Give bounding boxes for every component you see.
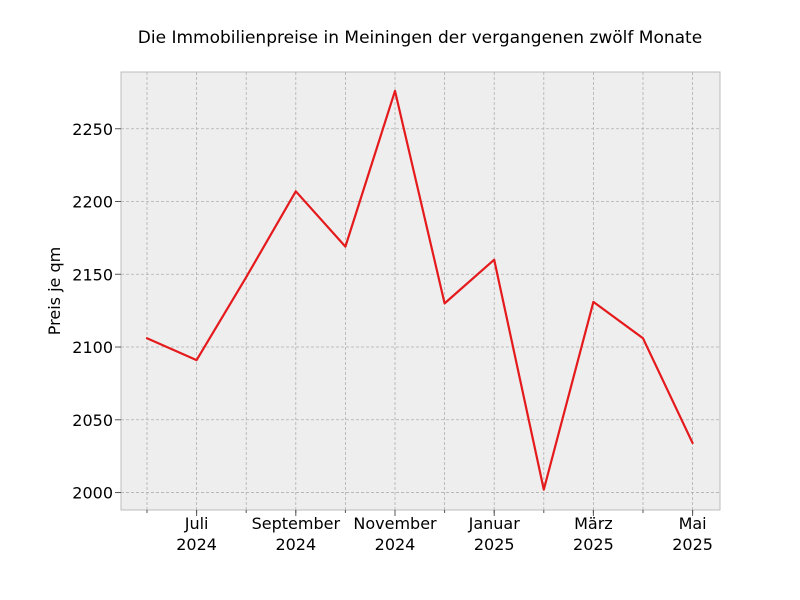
x-tick-label-year: 2024 bbox=[375, 535, 416, 554]
chart-title: Die Immobilienpreise in Meiningen der ve… bbox=[138, 28, 702, 48]
x-tick-label-month: März bbox=[574, 514, 613, 533]
y-tick-label: 2050 bbox=[72, 411, 113, 430]
series-line bbox=[145, 89, 694, 491]
plot-area bbox=[120, 71, 721, 511]
x-tick-label: März 2025 bbox=[573, 514, 614, 554]
x-tick-label-year: 2024 bbox=[176, 535, 217, 554]
tick-labels: Juli 2024 September 2024 November 2024 Januar 2… bbox=[72, 120, 713, 554]
y-tick-label: 2250 bbox=[72, 120, 113, 139]
y-axis-label: Preis je qm bbox=[45, 247, 64, 335]
x-tick-label-month: September bbox=[252, 514, 341, 533]
x-tick-label: September 2024 bbox=[252, 514, 341, 554]
x-tick-label-month: Mai bbox=[679, 514, 707, 533]
y-tick-label: 2200 bbox=[72, 193, 113, 212]
y-tick-label: 2000 bbox=[72, 484, 113, 503]
axis-ticks bbox=[115, 128, 694, 516]
x-tick-label-year: 2024 bbox=[275, 535, 316, 554]
x-tick-label-month: Juli bbox=[184, 514, 209, 533]
grid-lines bbox=[121, 72, 720, 510]
y-tick-label: 2150 bbox=[72, 265, 113, 284]
y-tick-label: 2100 bbox=[72, 338, 113, 357]
x-tick-label-month: Januar bbox=[468, 514, 521, 533]
x-tick-label: November 2024 bbox=[353, 514, 437, 554]
x-tick-label: Januar 2025 bbox=[468, 514, 521, 554]
x-tick-label-month: November bbox=[353, 514, 437, 533]
x-tick-label-year: 2025 bbox=[474, 535, 515, 554]
x-tick-label: Mai 2025 bbox=[672, 514, 713, 554]
series-layer bbox=[145, 89, 694, 491]
x-tick-label-year: 2025 bbox=[573, 535, 614, 554]
x-tick-label: Juli 2024 bbox=[176, 514, 217, 554]
x-tick-label-year: 2025 bbox=[672, 535, 713, 554]
